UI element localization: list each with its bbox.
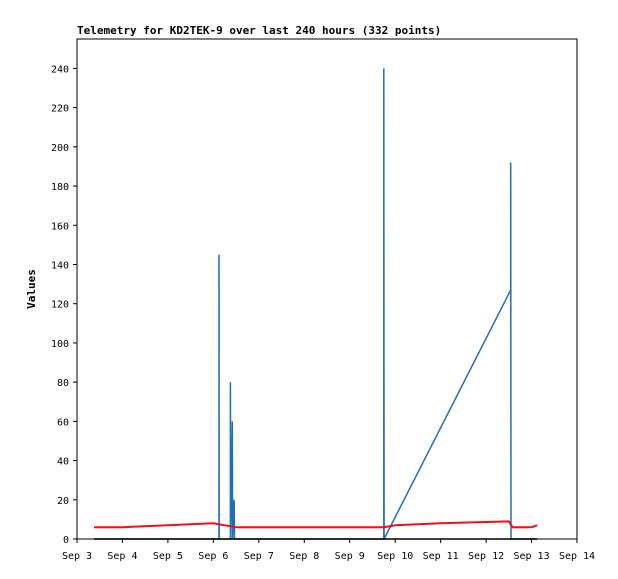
x-tick-label: Sep 12	[468, 551, 504, 562]
x-tick-label: Sep 5	[153, 551, 183, 562]
y-tick-label: 220	[51, 104, 69, 115]
x-tick-label: Sep 9	[335, 551, 365, 562]
y-tick-label: 240	[51, 64, 69, 75]
y-tick-label: 180	[51, 182, 69, 193]
x-tick-label: Sep 13	[513, 551, 549, 562]
x-tick-label: Sep 6	[198, 551, 228, 562]
y-tick-label: 40	[57, 457, 69, 468]
y-tick-label: 140	[51, 260, 69, 271]
chart-title: Telemetry for KD2TEK-9 over last 240 hou…	[77, 24, 441, 37]
y-tick-label: 20	[57, 496, 69, 507]
series-line-2	[94, 520, 538, 529]
y-tick-label: 120	[51, 300, 69, 311]
x-tick-label: Sep 14	[559, 551, 595, 562]
x-tick-label: Sep 10	[377, 551, 413, 562]
x-tick-label: Sep 11	[423, 551, 459, 562]
y-tick-label: 160	[51, 221, 69, 232]
x-tick-label: Sep 3	[62, 551, 92, 562]
series-layer	[94, 68, 538, 540]
y-tick-label: 100	[51, 339, 69, 350]
y-tick-label: 80	[57, 378, 69, 389]
x-tick-label: Sep 7	[244, 551, 274, 562]
y-tick-label: 60	[57, 417, 69, 428]
y-tick-label: 200	[51, 143, 69, 154]
axes: Sep 3 Sep 4 Sep 5 Sep 6 Sep 7 Sep 8 Sep 9 Sep 1…	[51, 64, 595, 562]
x-tick-label: Sep 8	[289, 551, 319, 562]
y-tick-label: 0	[63, 535, 69, 546]
series-line-1	[94, 68, 538, 540]
plot-area-border	[76, 38, 578, 540]
y-axis-label: Values	[25, 269, 38, 309]
x-tick-label: Sep 4	[107, 551, 137, 562]
